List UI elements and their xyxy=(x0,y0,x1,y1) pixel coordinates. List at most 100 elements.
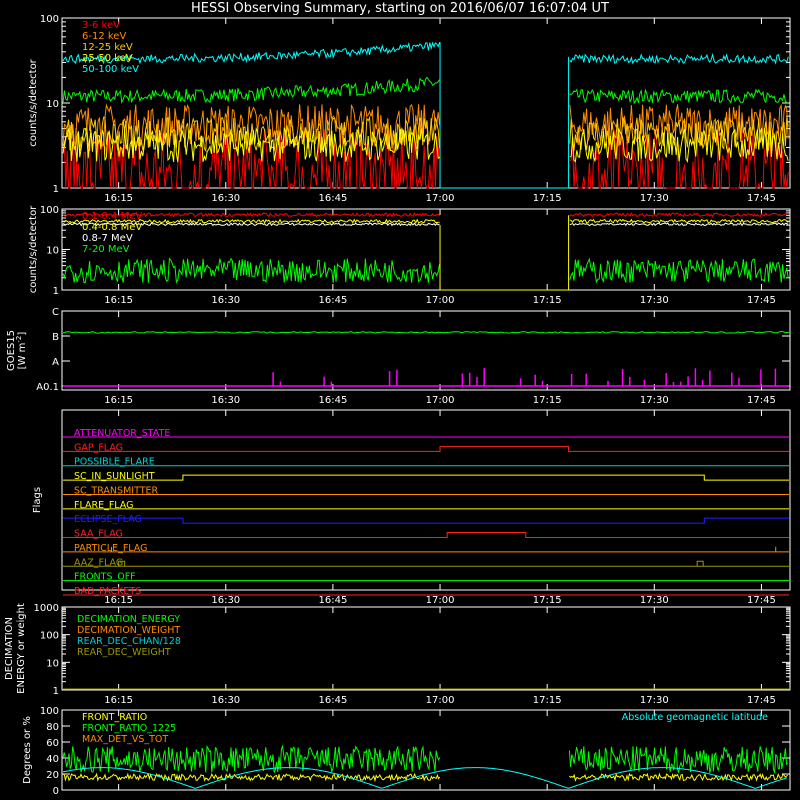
panel-flags-label: PARTICLE_FLAG xyxy=(74,543,147,554)
panel-ratio-ylabel: Degrees or % xyxy=(22,716,33,784)
panel-1-ylabel: counts/s/detector xyxy=(28,58,39,146)
panel-decimation-axes: 16:15 16:30 16:45 17:00 17:15 17:30 17:45 1 10 10… xyxy=(34,603,791,706)
panel-2-ytick-label: 1 xyxy=(53,286,59,297)
panel-2-legend-entry: 7-20 MeV xyxy=(82,244,130,255)
panel-flags-xtick-label: 16:15 xyxy=(104,595,133,606)
panel-decimation-xtick-label: 16:45 xyxy=(318,695,347,706)
panel-decimation-legend-entry: DECIMATION_WEIGHT xyxy=(77,625,180,636)
panel-flags-label: SAA_FLAG xyxy=(74,529,123,540)
panel-1-gap-line xyxy=(439,42,570,189)
panel-flags-label: SC_TRANSMITTER xyxy=(74,485,159,496)
panel-flags-axes: 16:15 16:30 16:45 17:00 17:15 17:30 17:45 xyxy=(61,409,791,606)
panel-goes-yunit: [W m-2] xyxy=(15,332,28,370)
panel-1-axes: 16:15 16:30 16:45 17:00 17:15 17:30 17:45 1 10 10… xyxy=(40,14,791,204)
panel-decimation-xtick-label: 16:30 xyxy=(211,695,240,706)
panel-flags-ylabel: Flags xyxy=(32,487,43,513)
panel-flags-line xyxy=(63,546,789,553)
panel-ratio-frame xyxy=(61,709,791,791)
panel-decimation-legend-entry: REAR_DEC_CHAN/128 xyxy=(77,636,181,647)
panel-2-series-line xyxy=(62,218,789,224)
panel-flags-label: ECLIPSE_FLAG xyxy=(74,514,142,525)
panel-2-ylabel: counts/s/detector xyxy=(28,205,39,293)
panel-goes-xtick-label: 17:30 xyxy=(640,395,669,406)
panel-goes-xtick-label: 16:30 xyxy=(211,395,240,406)
panel-1-series-line xyxy=(62,41,789,65)
panel-flags-line xyxy=(63,560,789,567)
panel-flags-label: BAD_PACKETS xyxy=(74,586,141,597)
panel-ratio-series-line xyxy=(62,772,789,783)
panel-2-xtick-label: 16:15 xyxy=(104,295,133,306)
panel-goes-xtick-label: 16:45 xyxy=(318,395,347,406)
panel-goes-ytick-label: A xyxy=(52,357,59,368)
panel-flags-line xyxy=(63,474,789,481)
panel-ratio-annotation: Absolute geomagnetic latitude xyxy=(622,712,768,723)
panel-1-xtick-label: 17:30 xyxy=(640,193,669,204)
panel-decimation-frame xyxy=(61,606,791,691)
panel-decimation-xtick-label: 17:15 xyxy=(533,695,562,706)
panel-ratio-ytick-label: 0 xyxy=(53,786,59,797)
panel-1-legend-entry: 6-12 keV xyxy=(82,31,126,42)
panel-2-series-line xyxy=(62,222,789,227)
panel-goes-series-line xyxy=(63,368,789,387)
panel-1-xtick-label: 17:00 xyxy=(426,193,455,204)
panel-2-gap-line xyxy=(439,215,570,291)
panel-flags-label: GAP_FLAG xyxy=(74,442,123,453)
panel-ratio-ytick-label: 40 xyxy=(46,754,59,765)
panel-1-series-line xyxy=(62,127,789,190)
panel-decimation-ylabel: DECIMATION xyxy=(4,617,15,680)
panel-flags-xtick-label: 17:45 xyxy=(747,595,776,606)
panel-ratio-series-line xyxy=(62,744,789,774)
panel-flags-label: FRONTS_OFF xyxy=(74,572,136,583)
panel-ratio-ytick-label: 60 xyxy=(46,738,59,749)
panel-decimation-ytick-label: 100 xyxy=(40,631,59,642)
panel-goes-xtick-label: 17:00 xyxy=(426,395,455,406)
panel-1-legend-entry: 25-50 keV xyxy=(82,53,133,64)
panel-goes-xtick-label: 16:15 xyxy=(104,395,133,406)
panel-ratio-legend-entry: MAX_DET_VS_TOT xyxy=(82,734,168,745)
panel-1-series-line xyxy=(62,126,789,163)
panel-2-axes: 16:15 16:30 16:45 17:00 17:15 17:30 17:45 1 10 10… xyxy=(40,205,791,306)
panel-1-series-line xyxy=(62,76,789,105)
panel-1-ytick-label: 100 xyxy=(40,14,59,25)
panel-flags-xtick-label: 17:15 xyxy=(533,595,562,606)
panel-1-ytick-label: 10 xyxy=(46,99,59,110)
panel-flags-xtick-label: 17:00 xyxy=(426,595,455,606)
panel-ratio-latitude-line xyxy=(62,767,788,789)
panel-decimation-legend-entry: DECIMATION_ENERGY xyxy=(77,614,180,625)
panel-decimation-xtick-label: 16:15 xyxy=(104,695,133,706)
panel-2-legend-entry: 0.8-7 MeV xyxy=(82,233,133,244)
panel-flags-xtick-label: 17:30 xyxy=(640,595,669,606)
panel-1-xtick-label: 16:45 xyxy=(318,193,347,204)
panel-flags-line xyxy=(63,517,789,524)
panel-2-xtick-label: 16:45 xyxy=(318,295,347,306)
panel-1-legend-entry: 50-100 keV xyxy=(82,64,139,75)
panel-ratio-ytick-label: 100 xyxy=(40,706,59,717)
panel-1-series-line xyxy=(62,115,789,153)
panel-goes-axes: 16:15 16:30 16:45 17:00 17:15 17:30 17:45 A0.1 A… xyxy=(36,307,791,406)
panel-goes-series-line xyxy=(62,331,790,334)
panel-goes-frame xyxy=(61,310,791,391)
panel-2-xtick-label: 17:00 xyxy=(426,295,455,306)
panel-2-ytick-label: 10 xyxy=(46,246,59,257)
panel-flags-label: SC_IN_SUNLIGHT xyxy=(74,471,155,482)
panel-ratio-ytick-label: 80 xyxy=(46,722,59,733)
panel-decimation-ytick-label: 10 xyxy=(46,658,59,669)
panel-ratio-ytick-label: 20 xyxy=(46,770,59,781)
panel-1-xtick-label: 17:15 xyxy=(533,193,562,204)
panel-2-legend-entry: 0.4-0.8 MeV xyxy=(82,222,142,233)
panel-2-xtick-label: 17:45 xyxy=(747,295,776,306)
panel-decimation-ytick-label: 1000 xyxy=(34,603,59,614)
panel-1-xtick-label: 16:15 xyxy=(104,193,133,204)
panel-goes-ylabel: GOES15 xyxy=(6,330,17,371)
panel-1-legend-entry: 3-6 keV xyxy=(82,20,120,31)
panel-flags-line xyxy=(63,445,789,452)
panel-flags-line xyxy=(63,532,789,539)
panel-2-series-line xyxy=(62,212,789,218)
panel-goes-xtick-label: 17:15 xyxy=(533,395,562,406)
panel-2-xtick-label: 17:15 xyxy=(533,295,562,306)
panel-goes-ytick-label: C xyxy=(52,307,59,318)
panel-goes-xtick-label: 17:45 xyxy=(747,395,776,406)
panel-decimation-xtick-label: 17:45 xyxy=(747,695,776,706)
panel-decimation-legend-entry: REAR_DEC_WEIGHT xyxy=(77,647,171,658)
